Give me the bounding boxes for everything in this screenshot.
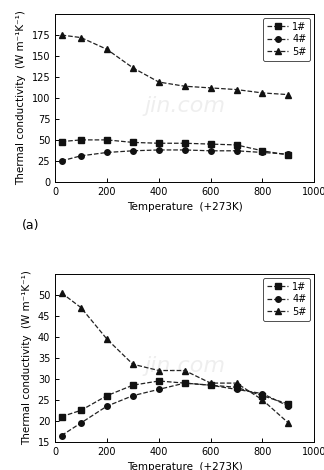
4# [286, 403, 290, 409]
5# [286, 420, 290, 426]
Text: jin.com: jin.com [144, 356, 225, 376]
4# [79, 153, 83, 159]
1# [183, 380, 187, 386]
1# [157, 141, 161, 146]
X-axis label: Temperature  (+273K): Temperature (+273K) [127, 462, 243, 470]
Text: jin.com: jin.com [144, 96, 225, 117]
4# [131, 148, 135, 154]
4# [105, 149, 109, 155]
4# [209, 383, 213, 388]
Legend: 1#, 4#, 5#: 1#, 4#, 5# [263, 278, 310, 321]
4# [209, 148, 213, 154]
4# [131, 393, 135, 399]
4# [183, 147, 187, 153]
1# [157, 378, 161, 384]
1# [105, 393, 109, 399]
5# [131, 65, 135, 70]
5# [235, 380, 238, 386]
5# [79, 305, 83, 311]
1# [60, 139, 64, 144]
1# [235, 142, 238, 148]
X-axis label: Temperature  (+273K): Temperature (+273K) [127, 202, 243, 212]
4# [79, 420, 83, 426]
Line: 4#: 4# [59, 147, 291, 164]
1# [183, 141, 187, 146]
Y-axis label: Thermal conductivity  (W m⁻¹K⁻¹): Thermal conductivity (W m⁻¹K⁻¹) [16, 10, 26, 185]
5# [79, 35, 83, 40]
5# [183, 83, 187, 89]
5# [157, 79, 161, 85]
1# [105, 137, 109, 143]
5# [60, 290, 64, 296]
1# [209, 141, 213, 147]
4# [286, 151, 290, 157]
1# [286, 401, 290, 407]
4# [235, 386, 238, 392]
Line: 1#: 1# [59, 378, 291, 419]
Line: 5#: 5# [59, 290, 291, 426]
5# [157, 368, 161, 373]
5# [60, 32, 64, 38]
4# [157, 386, 161, 392]
1# [131, 383, 135, 388]
Line: 1#: 1# [59, 137, 291, 158]
4# [60, 158, 64, 164]
1# [131, 140, 135, 145]
1# [260, 148, 264, 154]
Legend: 1#, 4#, 5#: 1#, 4#, 5# [263, 18, 310, 61]
5# [209, 380, 213, 386]
5# [131, 361, 135, 367]
1# [60, 414, 64, 419]
1# [79, 407, 83, 413]
Line: 4#: 4# [59, 380, 291, 439]
4# [183, 380, 187, 386]
1# [286, 152, 290, 158]
Line: 5#: 5# [59, 32, 291, 97]
4# [260, 391, 264, 396]
1# [209, 383, 213, 388]
5# [260, 397, 264, 403]
4# [105, 403, 109, 409]
5# [286, 92, 290, 97]
5# [105, 47, 109, 52]
1# [260, 393, 264, 399]
1# [79, 137, 83, 143]
Text: (a): (a) [21, 219, 39, 232]
4# [157, 147, 161, 153]
4# [260, 149, 264, 155]
5# [183, 368, 187, 373]
Y-axis label: Thermal conductivity  (W m⁻¹K⁻¹): Thermal conductivity (W m⁻¹K⁻¹) [22, 271, 32, 446]
5# [105, 336, 109, 342]
4# [60, 433, 64, 439]
5# [209, 85, 213, 91]
5# [260, 90, 264, 96]
1# [235, 384, 238, 390]
5# [235, 87, 238, 93]
4# [235, 148, 238, 154]
